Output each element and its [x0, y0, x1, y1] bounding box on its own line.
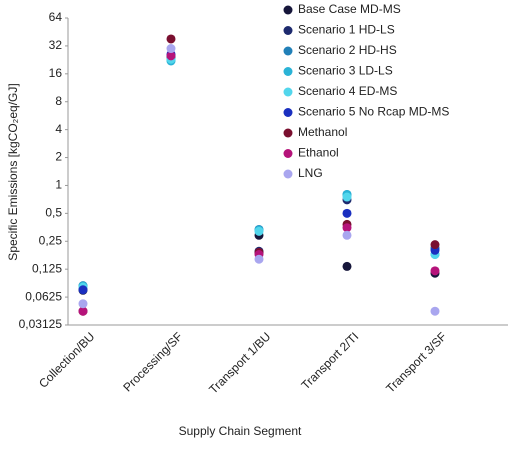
y-tick-label: 0,125: [32, 261, 62, 275]
data-point: [166, 51, 176, 61]
y-tick-label: 8: [55, 94, 62, 108]
data-point: [166, 44, 176, 54]
data-point: [342, 208, 352, 218]
legend-label: Scenario 1 HD-LS: [298, 23, 395, 37]
y-axis-label: Specific Emissions [kgCO₂eq/GJ]: [6, 83, 20, 260]
data-point: [342, 261, 352, 271]
y-tick-label: 0,25: [39, 233, 63, 247]
x-tick-label: Transport 1/BU: [206, 329, 273, 396]
y-tick-label: 2: [55, 150, 62, 164]
y-tick-label: 16: [49, 66, 63, 80]
legend-label: Ethanol: [298, 146, 339, 160]
legend-marker: [283, 87, 293, 97]
y-tick-label: 1: [55, 178, 62, 192]
x-tick-label: Transport 2/TI: [298, 329, 361, 392]
data-point: [166, 34, 176, 44]
y-tick-label: 0,5: [45, 206, 62, 220]
legend-label: Scenario 3 LD-LS: [298, 64, 393, 78]
data-point: [430, 306, 440, 316]
data-point: [430, 240, 440, 250]
data-point: [78, 285, 88, 295]
data-point: [254, 226, 264, 236]
legend-label: Scenario 4 ED-MS: [298, 84, 397, 98]
x-axis-label: Supply Chain Segment: [179, 424, 302, 438]
x-tick-label: Transport 3/SF: [383, 329, 449, 395]
legend-marker: [283, 149, 293, 158]
y-tick-label: 0,0625: [25, 289, 62, 303]
legend-marker: [283, 169, 293, 179]
y-tick-label: 32: [49, 38, 63, 52]
legend-label: Scenario 2 HD-HS: [298, 43, 397, 57]
legend-label: Methanol: [298, 125, 347, 139]
data-point: [430, 266, 440, 276]
legend-marker: [283, 108, 293, 117]
legend-marker: [283, 67, 293, 76]
legend-label: LNG: [298, 166, 323, 180]
y-tick-label: 4: [55, 122, 62, 136]
x-tick-label: Collection/BU: [36, 329, 97, 390]
legend-label: Base Case MD-MS: [298, 2, 401, 16]
legend-marker: [283, 46, 293, 56]
y-tick-label: 64: [49, 10, 63, 24]
data-point: [342, 223, 352, 233]
data-point: [78, 306, 88, 316]
legend-marker: [283, 26, 293, 35]
legend-label: Scenario 5 No Rcap MD-MS: [298, 105, 449, 119]
legend-marker: [283, 5, 293, 15]
data-point: [254, 254, 264, 264]
data-point: [342, 230, 352, 240]
x-tick-label: Processing/SF: [120, 329, 185, 394]
data-point: [342, 192, 352, 202]
data-point: [78, 299, 88, 309]
legend-marker: [283, 128, 293, 138]
y-tick-label: 0,03125: [19, 317, 63, 331]
